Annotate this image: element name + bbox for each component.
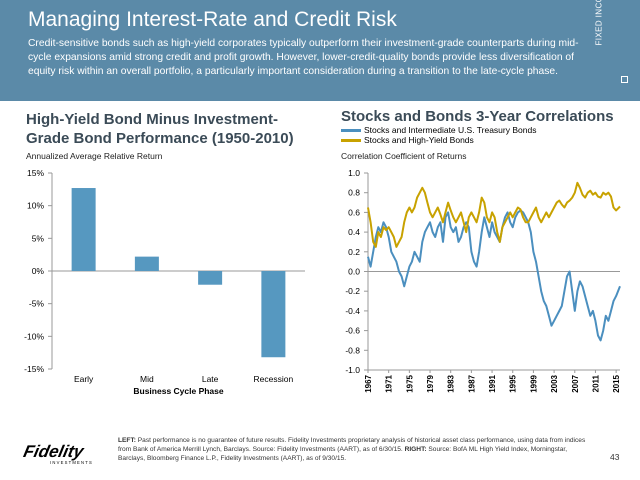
line-x-tick-label: 1999 xyxy=(529,374,538,392)
line-y-tick-label: -0.2 xyxy=(345,286,360,296)
bar-y-tick-label: 15% xyxy=(27,168,44,178)
line-x-tick-label: 1987 xyxy=(467,374,476,392)
bar-y-tick-label: 0% xyxy=(32,266,45,276)
line-y-tick-label: 0.0 xyxy=(348,267,360,277)
bar-x-tick-label: Early xyxy=(74,374,94,384)
fidelity-logo: Fidelity INVESTMENTS xyxy=(20,441,112,465)
line-x-tick-label: 2011 xyxy=(591,374,600,392)
section-tab-box-icon xyxy=(621,76,628,83)
line-chart: 1.0 0.8 0.6 0.4 0.2 0.0 -0.2 -0.4 -0.6 -0.8 -1.0 19… xyxy=(345,168,621,393)
bar-x-axis-label: Business Cycle Phase xyxy=(133,386,224,396)
line-x-tick-label: 1995 xyxy=(509,374,518,392)
line-x-tick-label: 1991 xyxy=(488,374,497,392)
bar-early xyxy=(71,188,96,271)
legend-item-high-yield: Stocks and High-Yield Bonds xyxy=(341,135,474,145)
line-x-tick-label: 2015 xyxy=(612,374,621,392)
legend-swatch-treasury xyxy=(341,128,361,132)
line-x-tick-label: 1967 xyxy=(364,374,373,392)
logo-text: Fidelity xyxy=(22,441,87,461)
bar-y-tick-label: 10% xyxy=(27,201,44,211)
bar-mid xyxy=(134,256,159,271)
line-x-tick-label: 1983 xyxy=(447,374,456,392)
page-title: Managing Interest-Rate and Credit Risk xyxy=(28,8,397,31)
page-subtitle: Credit-sensitive bonds such as high-yiel… xyxy=(28,38,579,77)
bar-y-tick-label: -5% xyxy=(29,299,45,309)
legend-item-treasury: Stocks and Intermediate U.S. Treasury Bo… xyxy=(341,125,536,135)
bar-recession xyxy=(261,271,286,358)
page-number: 43 xyxy=(610,452,620,462)
bar-y-tick-label: -15% xyxy=(24,364,44,374)
line-x-tick-label: 1975 xyxy=(405,374,414,392)
series-line-treasury xyxy=(367,209,621,342)
bar-chart-title: High-Yield Bond Minus Investment- Grade … xyxy=(26,110,294,148)
footnote-right-label: RIGHT: xyxy=(404,446,427,453)
legend-label-treasury: Stocks and Intermediate U.S. Treasury Bo… xyxy=(364,125,537,135)
bar-y-tick-label: -10% xyxy=(24,331,44,341)
line-x-tick-label: 2003 xyxy=(550,374,559,392)
bar-x-tick-label: Mid xyxy=(140,374,154,384)
footnote: LEFT: Past performance is no guarantee o… xyxy=(118,436,588,463)
bar-y-tick-label: 5% xyxy=(32,233,45,243)
series-line-high-yield xyxy=(367,181,621,248)
footnote-left-text: Past performance is no guarantee of futu… xyxy=(118,437,586,453)
legend-swatch-high-yield xyxy=(341,138,361,142)
line-y-tick-label: 0.2 xyxy=(348,247,360,257)
line-x-tick-label: 1971 xyxy=(385,374,394,392)
line-y-tick-label: -1.0 xyxy=(345,365,360,375)
line-y-tick-label: -0.6 xyxy=(345,326,360,336)
line-x-tick-label: 1979 xyxy=(426,374,435,392)
bar-x-tick-label: Recession xyxy=(254,374,294,384)
bar-chart-subtitle: Annualized Average Relative Return xyxy=(26,151,163,161)
footnote-left-label: LEFT: xyxy=(118,437,136,444)
line-y-tick-label: 0.4 xyxy=(348,227,360,237)
logo-subtext: INVESTMENTS xyxy=(50,460,93,465)
line-chart-title: Stocks and Bonds 3-Year Correlations xyxy=(341,108,614,125)
line-y-tick-label: 0.8 xyxy=(348,188,360,198)
section-tab-label: FIXED INCOME xyxy=(594,0,604,46)
bar-chart: 15% 10% 5% 0% -5% -10% -15% Early Mid Late Recessi… xyxy=(24,168,305,396)
footnote-right-text: Source: BofA ML High Yield Index, Mornin… xyxy=(118,446,568,462)
bar-late xyxy=(198,271,223,285)
line-y-tick-label: -0.8 xyxy=(345,345,360,355)
line-x-tick-label: 2007 xyxy=(571,374,580,392)
fidelity-logo-graphic: Fidelity INVESTMENTS xyxy=(22,441,93,465)
line-y-tick-label: -0.4 xyxy=(345,306,360,316)
line-y-tick-label: 0.6 xyxy=(348,207,360,217)
bar-chart-title-line1: High-Yield Bond Minus Investment- xyxy=(26,111,278,128)
line-chart-subtitle: Correlation Coefficient of Returns xyxy=(341,151,467,161)
bar-chart-title-line2: Grade Bond Performance (1950-2010) xyxy=(26,130,294,147)
legend-label-high-yield: Stocks and High-Yield Bonds xyxy=(364,135,474,145)
bar-x-tick-label: Late xyxy=(202,374,219,384)
header-banner: Managing Interest-Rate and Credit Risk C… xyxy=(0,0,640,101)
line-y-tick-label: 1.0 xyxy=(348,168,360,178)
